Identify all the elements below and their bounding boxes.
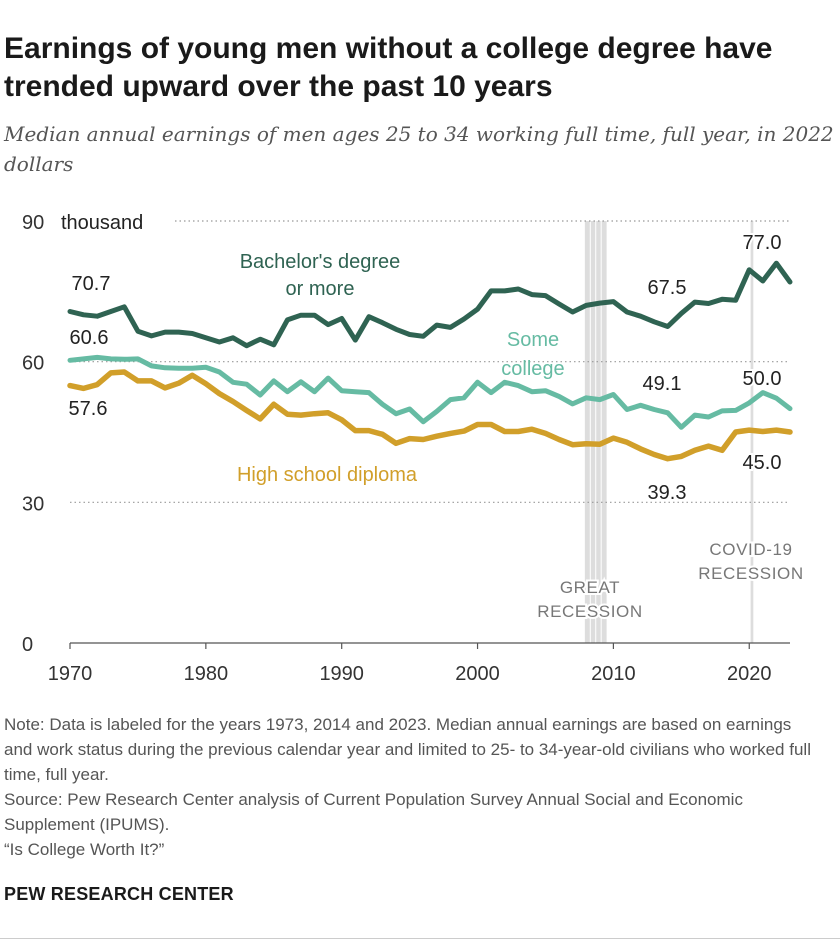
- data-label: 70.7: [72, 273, 111, 295]
- x-tick-label: 1990: [319, 663, 364, 685]
- data-label: 50.0: [743, 368, 782, 390]
- x-tick-label: 1980: [184, 663, 229, 685]
- chart-title: Earnings of young men without a college …: [4, 32, 773, 103]
- recession-label: RECESSION: [698, 564, 804, 583]
- x-tick-label: 2000: [455, 663, 500, 685]
- data-label: 45.0: [743, 452, 782, 474]
- series-label: Bachelor's degree: [240, 251, 401, 273]
- org-footer: PEW RESEARCH CENTER: [4, 884, 234, 904]
- data-label: 60.6: [70, 327, 109, 349]
- bottom-divider: [0, 938, 840, 939]
- y-unit-label: thousand: [61, 212, 143, 234]
- report-title: “Is College Worth It?”: [4, 840, 165, 859]
- data-label: 57.6: [69, 398, 108, 420]
- series-line: [67, 369, 793, 462]
- series-line: [67, 260, 793, 349]
- y-tick-label: 90: [22, 212, 44, 234]
- source-text: Source: Pew Research Center analysis of …: [4, 790, 743, 834]
- data-label: 49.1: [643, 373, 682, 395]
- series-line: [67, 354, 793, 430]
- x-tick-label: 2020: [727, 663, 772, 685]
- y-tick-label: 60: [22, 353, 44, 375]
- data-label: 39.3: [648, 482, 687, 504]
- y-tick-label: 0: [22, 634, 33, 656]
- x-tick-label: 1970: [48, 663, 93, 685]
- series-label: college: [501, 358, 564, 380]
- note-text: Note: Data is labeled for the years 1973…: [4, 715, 811, 784]
- series-label: Some: [507, 329, 559, 351]
- data-label: 67.5: [648, 277, 687, 299]
- y-tick-label: 30: [22, 493, 44, 515]
- series-label: High school diploma: [237, 464, 418, 486]
- recession-label: GREAT: [560, 578, 620, 597]
- x-tick-label: 2010: [591, 663, 636, 685]
- recession-label: RECESSION: [537, 602, 643, 621]
- chart-subtitle: Median annual earnings of men ages 25 to…: [4, 122, 834, 176]
- notes-block: Note: Data is labeled for the years 1973…: [4, 712, 824, 862]
- data-label: 77.0: [743, 232, 782, 254]
- line-chart: 0 30 60 90 thousand 1970 1980 1990 2000 2010 2020 G…: [22, 212, 805, 685]
- recession-label: COVID-19: [709, 540, 792, 559]
- series-label: or more: [286, 278, 355, 300]
